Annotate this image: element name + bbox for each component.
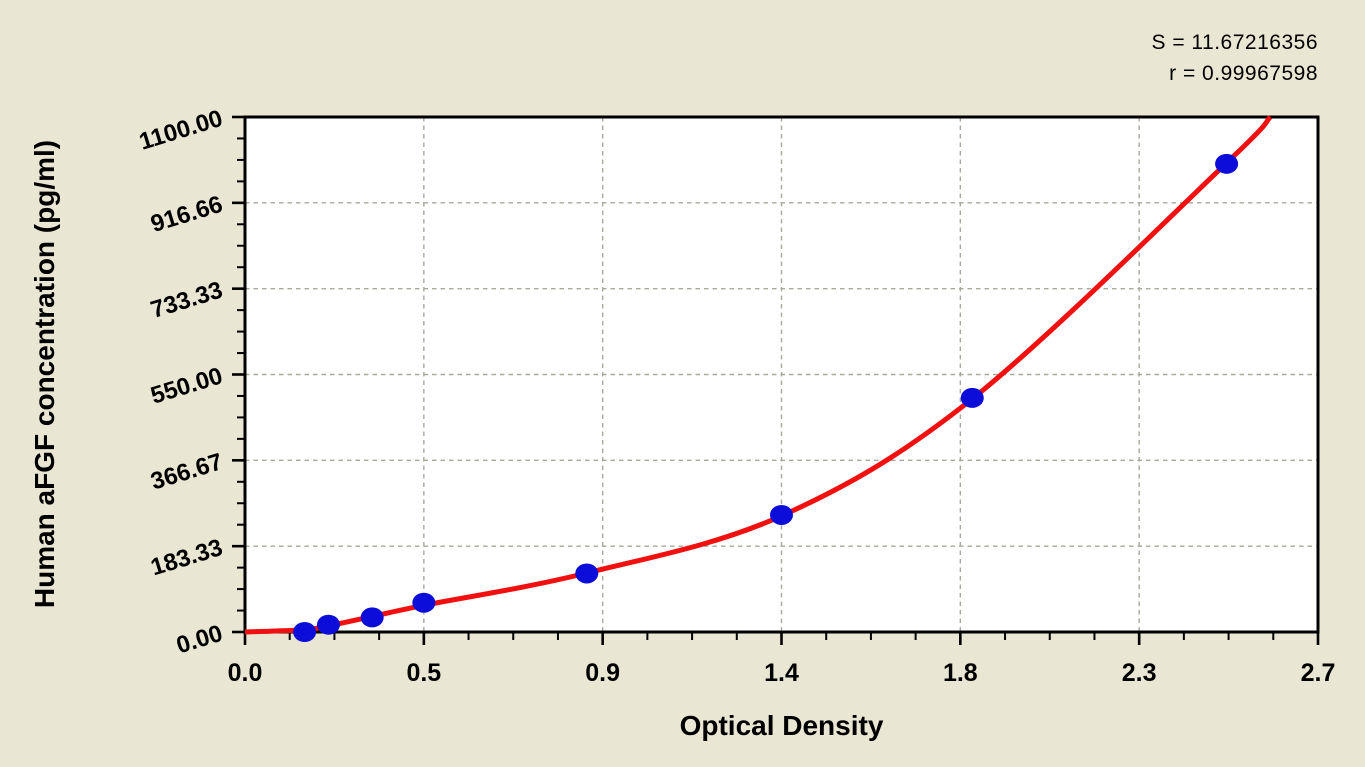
fit-statistic-r: r = 0.99967598 — [1169, 62, 1318, 85]
x-tick-label: 1.8 — [943, 659, 978, 687]
y-tick-label: 183.33 — [148, 534, 226, 581]
y-tick-label: 366.67 — [148, 448, 226, 495]
fit-statistics: S = 11.67216356 r = 0.99967598 — [1151, 27, 1318, 89]
fit-statistic-s: S = 11.67216356 — [1151, 31, 1318, 54]
y-tick-label: 550.00 — [148, 362, 226, 409]
data-point — [770, 504, 793, 525]
data-point — [316, 614, 340, 635]
y-tick-label: 733.33 — [148, 277, 226, 324]
data-point — [412, 592, 436, 613]
y-axis-title: Human aFGF concentration (pg/ml) — [29, 139, 60, 609]
data-point — [360, 607, 384, 628]
x-tick-label: 2.7 — [1301, 659, 1336, 687]
data-point — [575, 563, 599, 584]
y-tick-label: 1100.00 — [136, 105, 226, 156]
x-tick-label: 0.5 — [406, 659, 441, 687]
data-point — [293, 622, 317, 642]
x-tick-label: 2.3 — [1122, 659, 1157, 687]
data-point — [960, 387, 984, 408]
x-axis-title: Optical Density — [679, 710, 884, 741]
data-point — [1215, 153, 1239, 174]
x-tick-label: 1.4 — [764, 659, 799, 687]
x-tick-label: 0.9 — [585, 659, 620, 687]
x-tick-label: 0.0 — [228, 659, 263, 687]
y-tick-label: 0.00 — [173, 620, 226, 659]
y-tick-label: 916.66 — [148, 191, 226, 238]
